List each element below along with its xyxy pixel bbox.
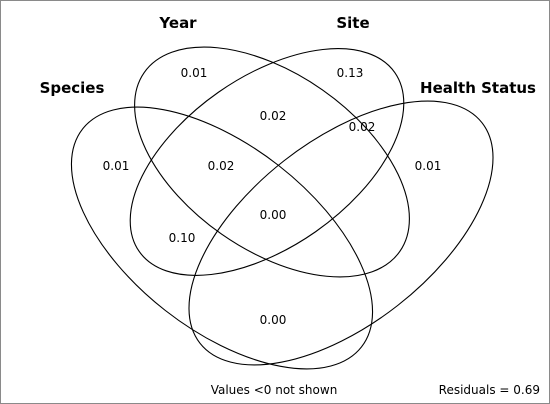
label-year: Year — [158, 14, 197, 32]
region-health-only: 0.01 — [415, 159, 442, 173]
region-year-only: 0.01 — [181, 66, 208, 80]
ellipse-site — [129, 48, 405, 276]
label-species: Species — [40, 79, 105, 97]
region-species-only: 0.01 — [103, 159, 130, 173]
region-site-only: 0.13 — [337, 66, 364, 80]
region-species-health: 0.10 — [169, 231, 196, 245]
label-health-status: Health Status — [420, 79, 536, 97]
region-site-health: 0.02 — [349, 120, 376, 134]
ellipse-year — [134, 46, 410, 278]
region-species-year: 0.02 — [208, 159, 235, 173]
values-note: Values <0 not shown — [211, 383, 338, 397]
region-bottom-overlap: 0.00 — [260, 313, 287, 327]
ellipse-species — [70, 106, 374, 370]
ellipse-health-status — [188, 100, 494, 366]
label-site: Site — [336, 14, 369, 32]
residuals-note: Residuals = 0.69 — [439, 383, 540, 397]
region-year-site: 0.02 — [260, 109, 287, 123]
region-all-four: 0.00 — [260, 208, 287, 222]
